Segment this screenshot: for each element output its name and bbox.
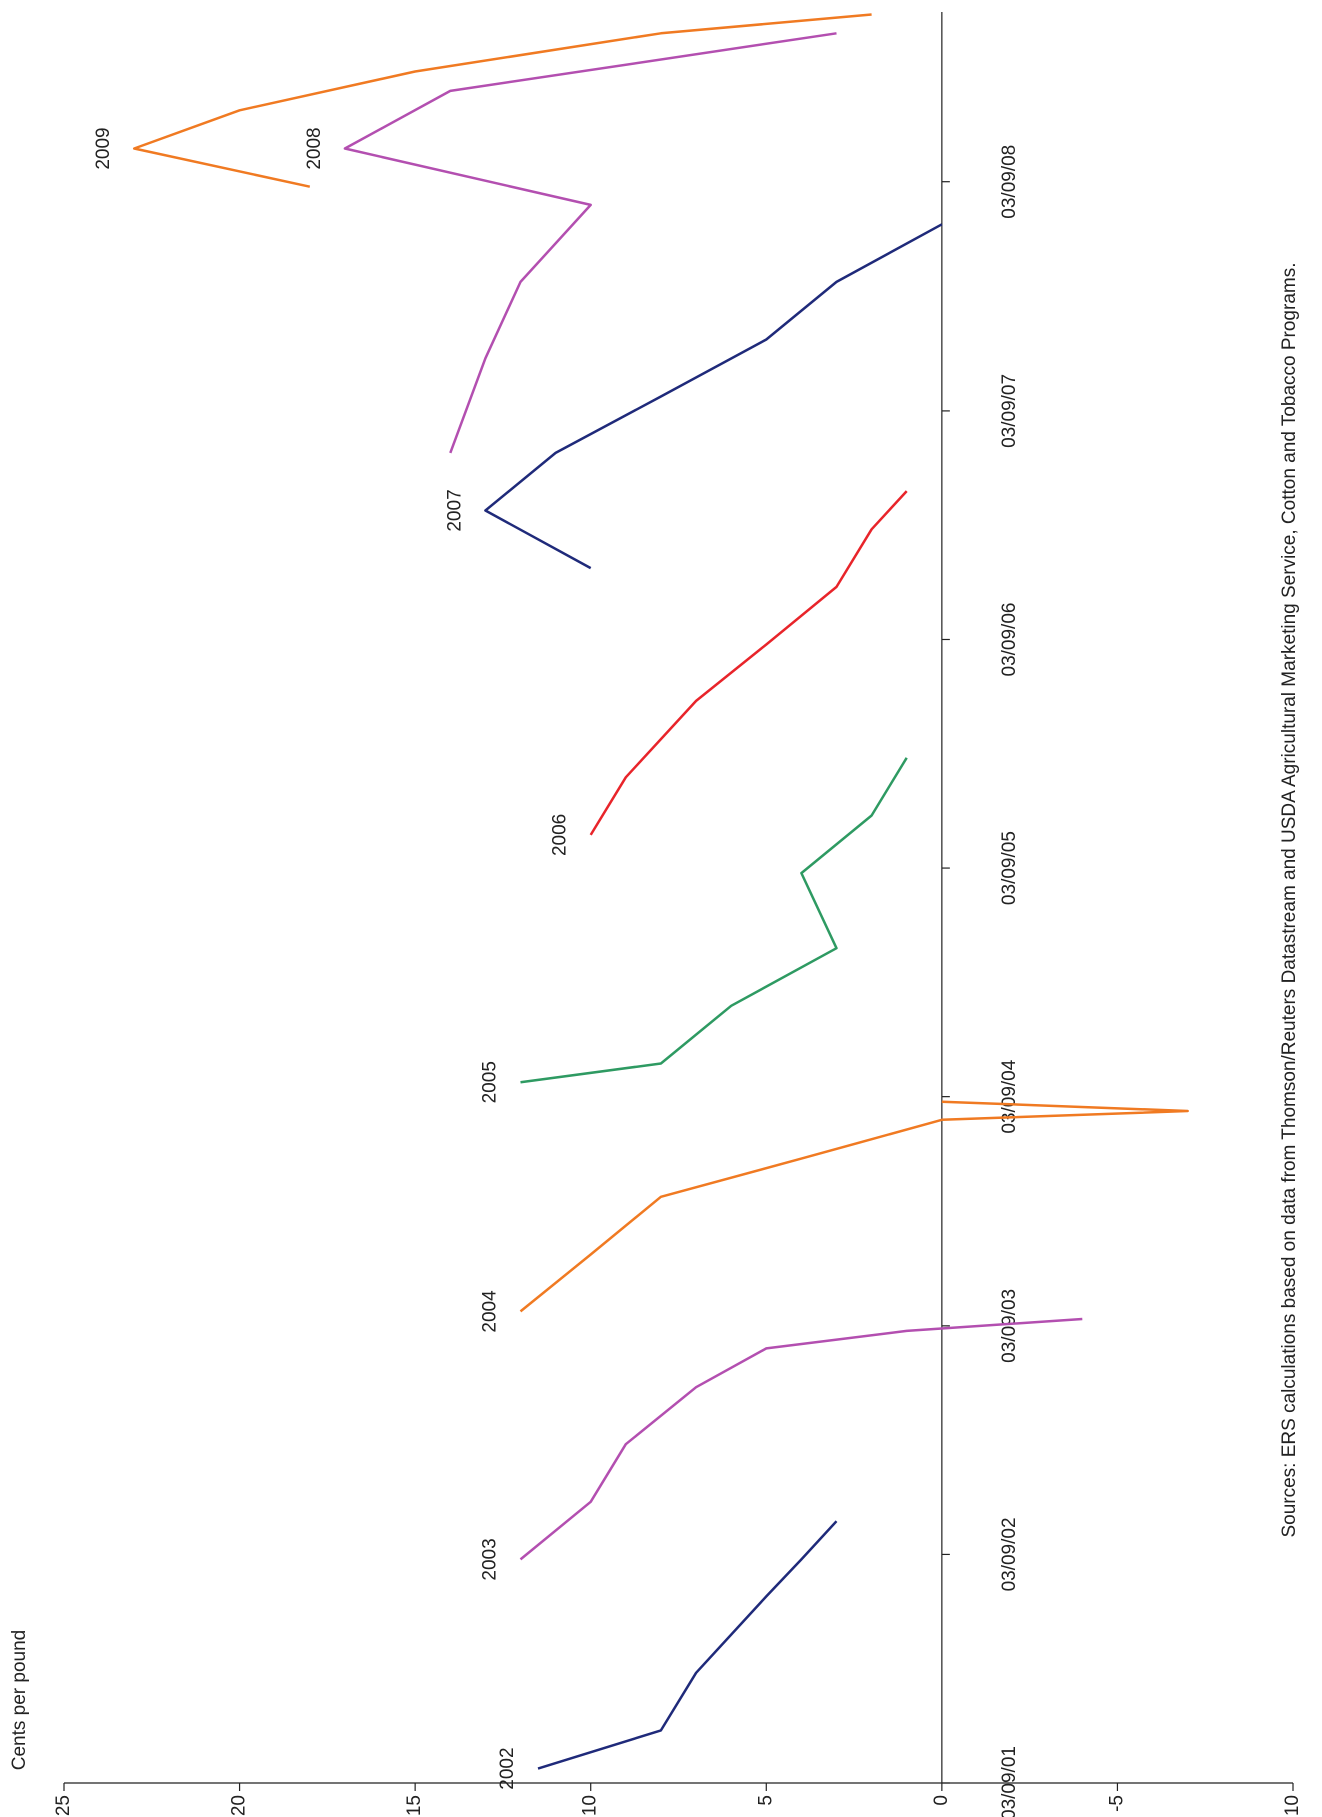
series-label: 2008 (304, 127, 325, 169)
series-line (484, 223, 943, 570)
series-label: 2005 (480, 1061, 501, 1103)
x-tick-label: 03/09/07 (999, 374, 1020, 448)
x-tick-label: 03/09/02 (999, 1517, 1020, 1591)
series-line (343, 32, 837, 454)
x-tick-label: 03/09/08 (999, 145, 1020, 219)
y-tick-label: 25 (53, 1795, 74, 1816)
x-tick-label: 03/09/03 (999, 1289, 1020, 1363)
y-tick-label: 0 (931, 1795, 952, 1806)
series-label: 2009 (93, 127, 114, 169)
series-line (537, 1520, 838, 1770)
y-tick-label: 10 (580, 1795, 601, 1816)
y-tick-label: 15 (404, 1795, 425, 1816)
series-label: 2004 (480, 1290, 501, 1333)
series-label: 2003 (480, 1538, 501, 1580)
y-tick-label: -10 (1282, 1795, 1303, 1817)
y-tick-label: 20 (229, 1795, 250, 1816)
series-label: 2002 (497, 1747, 518, 1789)
y-axis-label: Cents per pound (9, 1630, 30, 1771)
x-tick-label: 03/09/01 (999, 1746, 1020, 1817)
x-tick-label: 03/09/05 (999, 831, 1020, 905)
y-tick-label: -5 (1106, 1795, 1127, 1812)
series-line (520, 757, 908, 1084)
series-line (519, 1317, 1083, 1561)
series-line (519, 1100, 1189, 1313)
y-tick-label: 5 (755, 1795, 776, 1806)
series-line (589, 490, 908, 836)
series-label: 2006 (550, 814, 571, 856)
x-tick-label: 03/09/06 (999, 603, 1020, 677)
series-line (132, 13, 872, 188)
series-label: 2007 (444, 489, 465, 531)
x-tick-label: 03/09/04 (999, 1059, 1020, 1133)
source-note: Sources: ERS calculations based on data … (1279, 262, 1300, 1537)
